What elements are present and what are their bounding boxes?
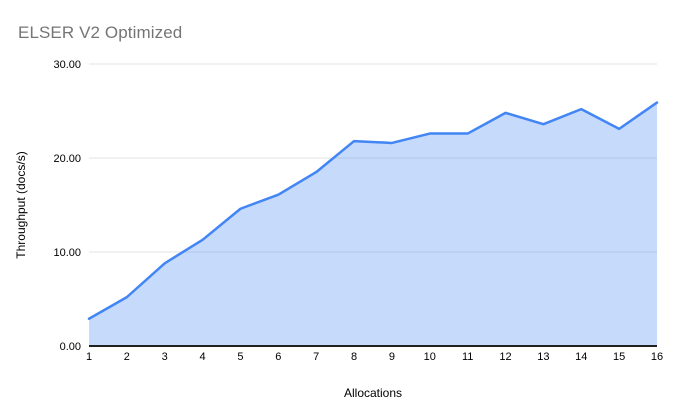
y-axis-title: Throughput (docs/s) [14,151,28,259]
x-tick-label: 10 [424,351,436,363]
chart-title: ELSER V2 Optimized [18,23,183,42]
x-tick-label: 13 [537,351,549,363]
x-tick-label: 16 [651,351,663,363]
x-tick-label: 11 [462,351,473,363]
x-tick-label: 12 [499,351,511,363]
x-tick-label: 7 [313,351,319,363]
x-axis-title: Allocations [343,386,403,400]
y-tick-label: 10.00 [53,247,81,259]
series-line [87,101,659,320]
y-tick-label: 20.00 [53,153,81,165]
x-tick-label: 1 [86,351,92,363]
y-tick-label: 30.00 [53,59,81,71]
x-tick-label: 2 [124,351,130,363]
y-tick-label: 0.00 [60,341,81,353]
x-tick-label: 9 [389,351,395,363]
x-tick-label: 8 [351,351,357,363]
x-tick-label: 3 [162,351,168,363]
x-tick-label: 4 [200,351,206,363]
x-tick-label: 14 [575,351,587,363]
x-tick-label: 15 [613,351,625,363]
x-tick-label: 5 [237,351,243,363]
x-tick-label: 6 [275,351,281,363]
area-fill [89,102,657,346]
